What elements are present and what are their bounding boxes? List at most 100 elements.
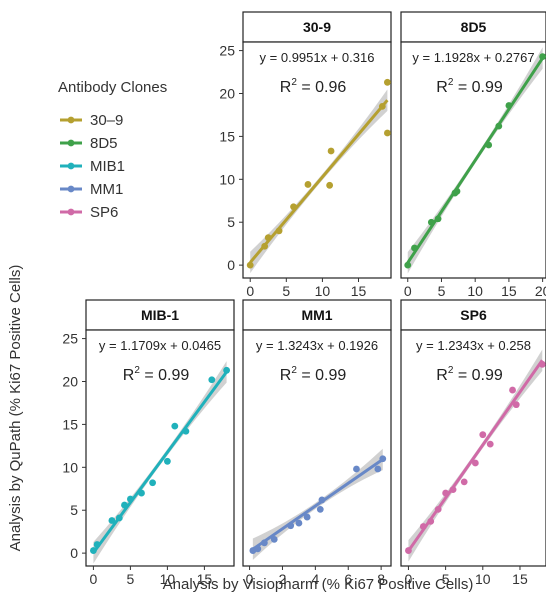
data-point [538, 360, 546, 368]
r-squared-label: R2 = 0.99 [123, 365, 190, 384]
data-point [290, 203, 297, 211]
data-point [327, 147, 335, 155]
data-point [485, 141, 493, 149]
data-point [164, 457, 171, 465]
data-point [495, 122, 503, 130]
r-squared-label: R2 = 0.99 [436, 365, 503, 384]
panel-plot-area [85, 329, 235, 567]
data-point [383, 78, 391, 86]
data-point [260, 539, 268, 547]
data-point [304, 181, 312, 188]
data-point [287, 522, 295, 530]
legend-item: 8D5 [60, 135, 118, 152]
regression-equation: y = 1.2343x + 0.258 [416, 338, 531, 353]
legend-label: 30–9 [90, 112, 123, 129]
x-tick-label: 6 [344, 571, 352, 587]
facet-panels: 30-9 y = 0.9951x + 0.316 R2 = 0.96 0 5 10 15 0 5… [62, 11, 546, 587]
legend-item: 30–9 [60, 112, 123, 129]
data-point [90, 547, 97, 554]
x-tick-label: 2 [279, 571, 287, 587]
y-tick-label: 0 [227, 257, 235, 273]
legend-key-point [67, 162, 75, 170]
data-point [318, 496, 326, 504]
regression-equation: y = 1.1928x + 0.2767 [412, 50, 534, 65]
x-tick-label: 4 [311, 571, 319, 587]
panel-strip-label: SP6 [460, 307, 487, 323]
y-tick-label: 5 [227, 214, 235, 230]
data-point [479, 431, 487, 439]
x-tick-label: 0 [90, 571, 98, 587]
panel-marks [405, 349, 546, 562]
data-point [411, 244, 418, 252]
legend-item: MM1 [60, 181, 123, 198]
x-tick-label: 20 [535, 283, 546, 299]
panel-strip [85, 299, 235, 331]
legend-item: SP6 [60, 204, 118, 221]
x-tick-label: 0 [246, 571, 254, 587]
data-point [275, 227, 283, 235]
data-point [509, 386, 516, 394]
legend-title: Antibody Clones [58, 79, 167, 96]
data-point [442, 489, 450, 497]
x-tick-label: 10 [315, 283, 331, 299]
legend-label: SP6 [90, 204, 118, 221]
x-tick-label: 8 [377, 571, 385, 587]
data-point [138, 489, 145, 497]
x-tick-label: 5 [442, 571, 450, 587]
panel-marks [246, 78, 391, 274]
r-squared-label: R2 = 0.99 [280, 365, 347, 384]
data-point [374, 465, 382, 473]
data-point [303, 513, 311, 521]
x-tick-label: 15 [351, 283, 367, 299]
y-tick-label: 20 [219, 85, 235, 101]
legend-key-point [67, 139, 75, 147]
data-point [405, 547, 412, 554]
panel-8d5: 8D5 y = 1.1928x + 0.2767 R2 = 0.99 0 5 10 15 20 [400, 11, 546, 299]
y-tick-label: 25 [219, 43, 235, 59]
panel-sp6: SP6 y = 1.2343x + 0.258 R2 = 0.99 0 5 10 15 [400, 299, 546, 587]
panel-strip [242, 11, 392, 43]
x-tick-label: 0 [246, 283, 254, 299]
panel-marks [404, 47, 546, 274]
data-point [121, 501, 128, 509]
legend-label: MIB1 [90, 158, 125, 175]
x-tick-label: 15 [512, 571, 528, 587]
data-point [379, 455, 387, 463]
data-point [246, 261, 254, 269]
panel-marks [90, 361, 231, 564]
data-point [208, 376, 216, 384]
legend-label: 8D5 [90, 135, 118, 152]
y-tick-label: 5 [70, 502, 78, 518]
data-point [353, 465, 360, 473]
panel-strip [400, 299, 546, 331]
y-tick-label: 25 [62, 331, 78, 347]
data-point [460, 478, 468, 486]
data-point [449, 486, 457, 494]
panel-strip-label: MIB-1 [141, 307, 179, 323]
data-point [427, 218, 435, 226]
data-point [434, 505, 442, 513]
x-tick-label: 0 [404, 283, 412, 299]
legend-key-point [67, 116, 75, 124]
data-point [326, 181, 334, 189]
data-point [149, 479, 157, 487]
data-point [486, 440, 494, 448]
data-point [261, 242, 269, 250]
data-point [126, 495, 134, 503]
x-tick-label: 10 [475, 571, 491, 587]
data-point [419, 523, 427, 530]
y-tick-label: 10 [219, 171, 235, 187]
x-tick-label: 5 [438, 283, 446, 299]
data-point [182, 427, 190, 435]
legend-item: MIB1 [60, 158, 125, 175]
panel-mib-1: MIB-1 y = 1.1709x + 0.0465 R2 = 0.99 0 5 10 15… [62, 299, 235, 587]
regression-equation: y = 1.1709x + 0.0465 [99, 338, 221, 353]
x-tick-label: 15 [501, 283, 517, 299]
regression-line [249, 99, 389, 264]
legend-key-point [67, 208, 75, 216]
y-tick-label: 10 [62, 459, 78, 475]
data-point [434, 215, 442, 223]
data-point [505, 102, 513, 109]
data-point [539, 53, 546, 60]
